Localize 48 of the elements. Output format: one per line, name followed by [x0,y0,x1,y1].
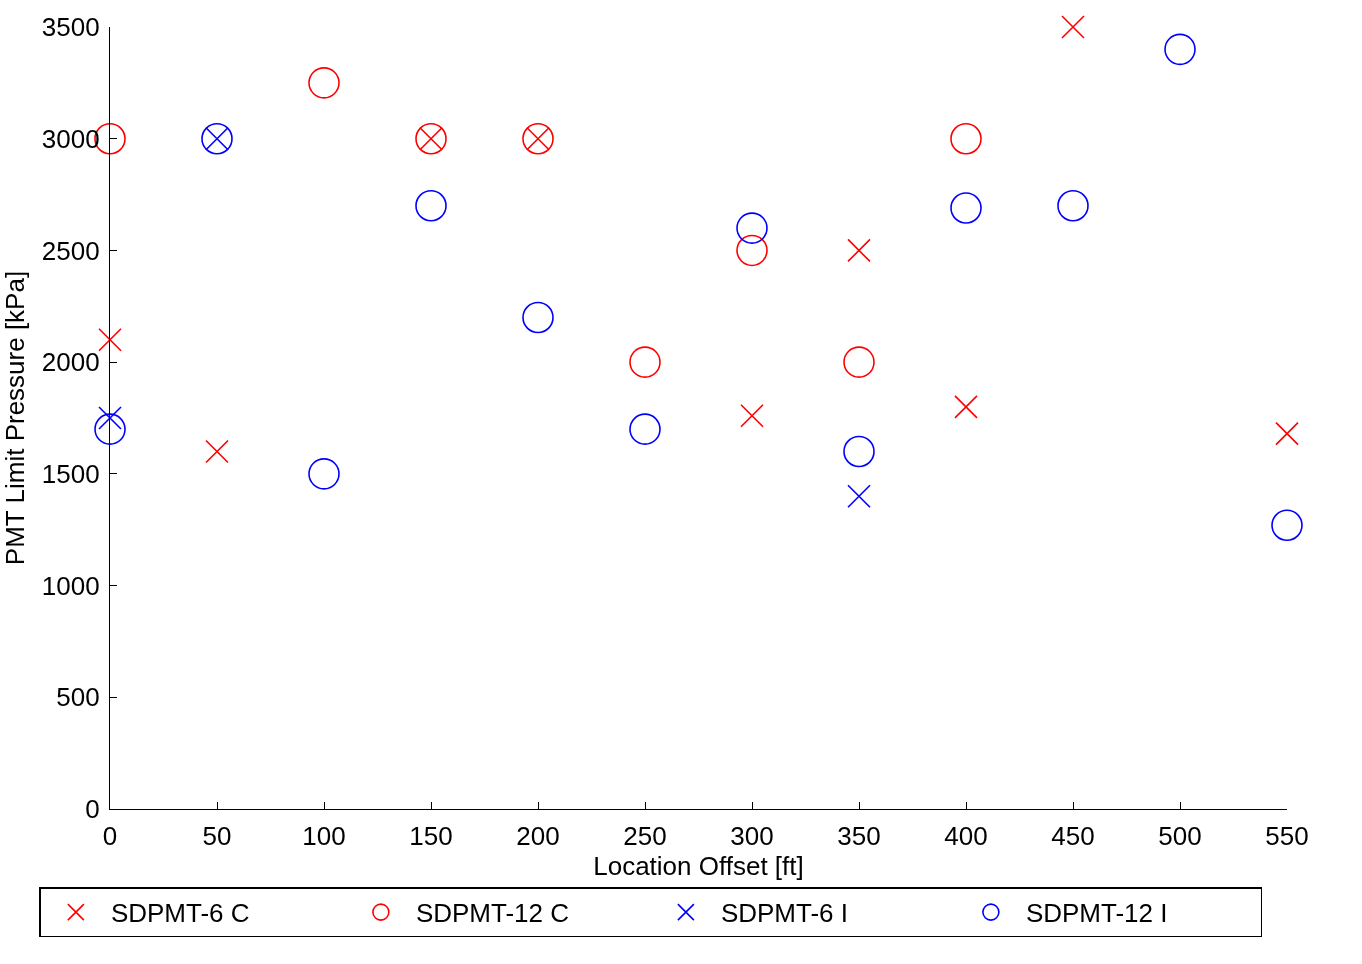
y-tick-label: 2500 [41,235,100,266]
point [843,346,875,378]
point [522,301,554,334]
x-axis-title: Location Offset [ft] [593,851,804,882]
x-tick-label: 500 [1158,821,1202,852]
x-tick-label: 400 [944,821,988,852]
point [847,484,871,508]
point [94,413,126,445]
point [205,439,229,464]
x-tick-label: 350 [837,821,881,852]
point [1057,189,1089,222]
y-tick-label: 3500 [41,12,100,43]
point [736,234,768,267]
x-tick-label: 550 [1265,821,1309,852]
point [98,328,122,352]
point [950,122,982,155]
point [736,212,768,244]
point [950,192,982,224]
y-tick-label: 0 [85,794,100,825]
x-tick-label: 50 [202,821,232,852]
legend-label: SDPMT-6 I [720,898,849,929]
point [629,346,661,378]
y-axis-title: PMT Limit Pressure [kPa] [0,270,30,566]
point [1164,33,1196,66]
legend-label: SDPMT-6 C [110,898,250,929]
legend-label: SDPMT-12 C [415,898,570,929]
point [308,67,340,99]
y-tick-label: 500 [56,682,100,713]
x-tick-label: 150 [409,821,453,852]
point [740,403,764,428]
x-tick-label: 200 [516,821,560,852]
point [308,458,340,490]
x-tick-label: 100 [302,821,346,852]
x-tick-label: 300 [730,821,774,852]
legend-label: SDPMT-12 I [1025,898,1168,929]
x-tick-label: 450 [1051,821,1095,852]
point [415,189,447,222]
point [847,238,871,263]
x-tick-label: 250 [623,821,667,852]
y-tick-label: 1000 [41,570,100,601]
point [843,435,875,468]
point [954,395,978,419]
point [1061,15,1085,39]
point [629,413,661,445]
y-tick-label: 2000 [41,347,100,378]
point [1271,509,1303,542]
y-tick-label: 1500 [41,458,100,489]
point [1275,421,1299,446]
